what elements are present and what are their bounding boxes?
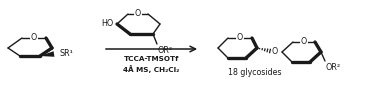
Text: SR¹: SR¹ [59,50,73,58]
Text: O: O [135,10,141,19]
Text: 4Å MS, CH₂Cl₂: 4Å MS, CH₂Cl₂ [123,65,180,73]
Text: O: O [301,38,307,46]
Text: HO: HO [102,19,114,29]
Text: O: O [272,48,278,57]
Text: OR²: OR² [326,63,341,72]
Text: O: O [237,34,243,43]
Text: 18 glycosides: 18 glycosides [228,68,282,77]
Polygon shape [40,51,54,57]
Text: OR²: OR² [158,46,173,55]
Text: O: O [31,34,37,43]
Text: TCCA-TMSOTf: TCCA-TMSOTf [124,56,179,62]
